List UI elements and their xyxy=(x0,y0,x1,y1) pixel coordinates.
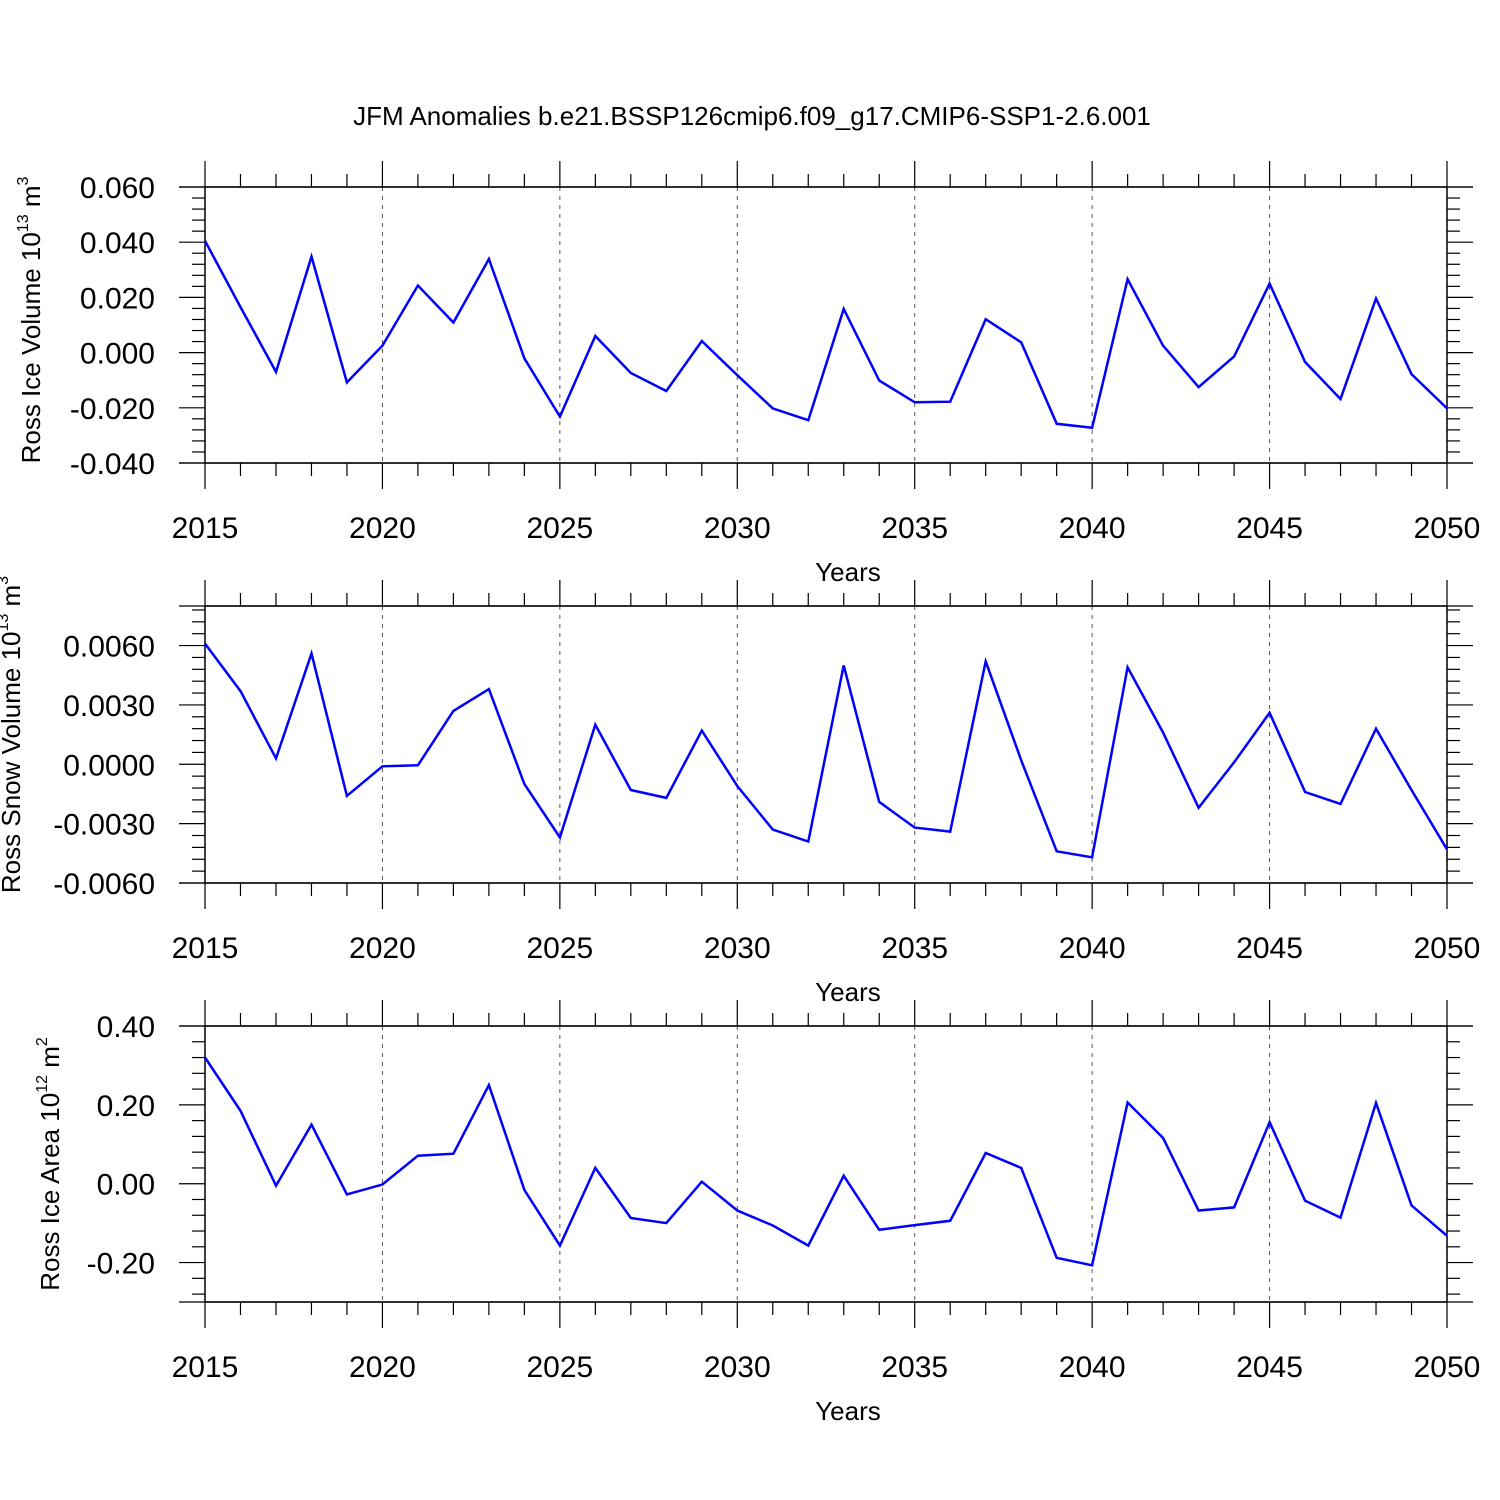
x-tick-label-2025: 2025 xyxy=(526,932,593,965)
x-tick-label-2020: 2020 xyxy=(349,1351,416,1384)
y-tick-label-3: 0.40 xyxy=(97,1011,155,1044)
x-tick-label-2050: 2050 xyxy=(1414,932,1481,965)
x-tick-label-2045: 2045 xyxy=(1236,1351,1303,1384)
y-tick-label-3: 0.020 xyxy=(80,282,155,315)
x-axis-title: Years xyxy=(815,1396,881,1426)
y-axis-title: Ross Ice Area 1012 m2 xyxy=(34,1037,65,1291)
chart-panel-3: 2015 2020 2025 2030 2035 2040 2045 2050 -0.20 0.0… xyxy=(34,1000,1480,1426)
x-tick-label-2040: 2040 xyxy=(1059,1351,1126,1384)
plot-frame xyxy=(204,186,1448,464)
x-tick-label-2025: 2025 xyxy=(526,512,593,545)
x-tick-label-2040: 2040 xyxy=(1059,932,1126,965)
y-tick-label-5: 0.060 xyxy=(80,172,155,205)
x-tick-label-2035: 2035 xyxy=(881,1351,948,1384)
x-axis-title: Years xyxy=(815,977,881,1007)
y-tick-label-2: 0.0000 xyxy=(63,749,155,782)
series-line xyxy=(203,240,1448,430)
chart-panel-1: 2015 2020 2025 2030 2035 2040 2045 2050 -0.040 -0… xyxy=(15,161,1480,587)
x-tick-label-2020: 2020 xyxy=(349,512,416,545)
x-tick-label-2050: 2050 xyxy=(1414,1351,1481,1384)
x-axis-title: Years xyxy=(815,557,881,587)
x-tick-label-2045: 2045 xyxy=(1236,512,1303,545)
x-tick-label-2015: 2015 xyxy=(172,512,239,545)
x-tick-label-2035: 2035 xyxy=(881,932,948,965)
y-tick-label-4: 0.0060 xyxy=(63,631,155,664)
main-title: JFM Anomalies b.e21.BSSP126cmip6.f09_g17… xyxy=(353,101,1151,131)
series-line xyxy=(203,642,1449,859)
y-tick-label-0: -0.040 xyxy=(70,448,155,481)
plot-frame xyxy=(204,605,1448,884)
x-tick-label-2035: 2035 xyxy=(881,512,948,545)
y-tick-label-0: -0.0060 xyxy=(53,868,155,901)
plot-frame xyxy=(204,1025,1448,1303)
y-tick-label-2: 0.20 xyxy=(97,1090,155,1123)
y-tick-label-2: 0.000 xyxy=(80,338,155,371)
y-tick-label-0: -0.20 xyxy=(87,1248,155,1281)
series-line xyxy=(203,1056,1448,1267)
y-tick-label-1: -0.020 xyxy=(70,393,155,426)
x-tick-label-2015: 2015 xyxy=(172,932,239,965)
y-tick-label-3: 0.0030 xyxy=(63,690,155,723)
x-tick-label-2020: 2020 xyxy=(349,932,416,965)
x-tick-label-2050: 2050 xyxy=(1414,512,1481,545)
x-tick-label-2015: 2015 xyxy=(172,1351,239,1384)
y-tick-label-1: -0.0030 xyxy=(53,809,155,842)
y-axis-title: Ross Ice Volume 1013 m3 xyxy=(15,176,46,463)
y-tick-label-4: 0.040 xyxy=(80,227,155,260)
x-tick-label-2040: 2040 xyxy=(1059,512,1126,545)
x-tick-label-2030: 2030 xyxy=(704,1351,771,1384)
y-tick-label-1: 0.00 xyxy=(97,1169,155,1202)
x-tick-label-2030: 2030 xyxy=(704,932,771,965)
x-tick-label-2045: 2045 xyxy=(1236,932,1303,965)
x-tick-label-2030: 2030 xyxy=(704,512,771,545)
chart-panel-2: 2015 2020 2025 2030 2035 2040 2045 2050 -0.0060 -… xyxy=(0,576,1480,1007)
x-tick-label-2025: 2025 xyxy=(526,1351,593,1384)
y-axis-title: Ross Snow Volume 1013 m3 xyxy=(0,576,26,893)
